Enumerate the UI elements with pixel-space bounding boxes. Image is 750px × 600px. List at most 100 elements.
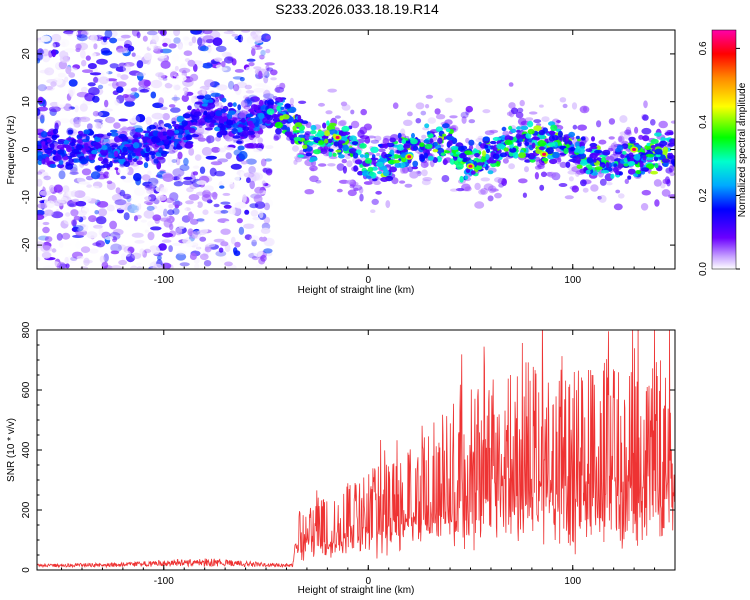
noise-blob <box>168 245 173 253</box>
noise-blob <box>215 45 227 53</box>
ridge-halo-blob <box>465 105 473 113</box>
ridge-blob <box>259 99 264 107</box>
noise-blob <box>129 265 138 269</box>
noise-blob <box>145 116 152 126</box>
noise-blob <box>223 204 232 209</box>
ridge-blob <box>176 143 181 150</box>
ridge-halo-blob <box>508 163 515 170</box>
ridge-blob <box>423 152 428 159</box>
noise-blob <box>127 45 135 52</box>
ridge-halo-blob <box>621 140 629 145</box>
ridge-blob <box>42 145 49 150</box>
ridge-blob <box>661 158 670 163</box>
noise-blob <box>188 147 195 156</box>
ridge-halo-blob <box>665 167 673 174</box>
ridge-blob <box>594 149 603 154</box>
ridge-blob <box>481 155 486 162</box>
noise-blob <box>167 209 175 216</box>
ridge-halo-blob <box>415 102 425 110</box>
ridge-blob <box>237 104 242 111</box>
noise-blob <box>86 184 93 188</box>
noise-blob <box>189 73 199 82</box>
noise-blob <box>244 234 252 241</box>
noise-blob <box>51 211 64 219</box>
ridge-blob <box>642 155 647 161</box>
ridge-halo-blob <box>564 195 574 200</box>
ridge-blob <box>377 144 383 147</box>
ridge-halo-blob <box>309 165 318 172</box>
noise-blob <box>136 60 144 69</box>
noise-blob <box>111 236 118 243</box>
ridge-peak-core <box>335 135 340 140</box>
ridge-blob <box>370 146 379 153</box>
noise-blob <box>93 43 98 50</box>
ridge-halo-blob <box>519 99 525 107</box>
ridge-blob <box>58 160 64 165</box>
ridge-halo-blob <box>374 135 382 142</box>
noise-blob <box>89 72 102 76</box>
noise-blob <box>262 167 273 174</box>
noise-blob <box>103 171 110 179</box>
noise-blob <box>70 171 79 175</box>
ridge-halo-blob <box>444 97 453 103</box>
noise-blob <box>50 81 57 87</box>
noise-blob <box>169 192 179 202</box>
snr-line <box>37 330 675 569</box>
noise-blob <box>97 84 104 90</box>
noise-blob <box>37 39 45 48</box>
ridge-blob <box>324 130 330 137</box>
noise-blob <box>212 37 223 46</box>
ridge-blob <box>49 163 57 168</box>
ridge-blob <box>537 140 546 147</box>
ridge-blob <box>348 148 358 154</box>
noise-blob <box>254 201 266 209</box>
ridge-blob <box>46 139 52 143</box>
noise-blob <box>51 49 57 58</box>
noise-blob <box>101 261 109 269</box>
ridge-halo-blob <box>489 188 499 192</box>
ridge-halo-blob <box>590 184 599 192</box>
noise-blob <box>54 120 61 127</box>
ridge-blob <box>384 153 393 158</box>
ridge-halo-blob <box>336 188 343 193</box>
noise-blob <box>48 106 61 113</box>
y-tick-label: -10 <box>21 190 32 205</box>
noise-blob <box>254 186 264 194</box>
ridge-blob <box>91 149 98 155</box>
ridge-blob <box>362 172 367 176</box>
noise-blob <box>214 170 226 177</box>
ridge-blob <box>328 148 334 152</box>
ridge-blob <box>517 143 522 147</box>
ridge-halo-blob <box>558 183 568 187</box>
colorbar-tick-label: 0.2 <box>698 188 709 202</box>
ridge-halo-blob <box>599 178 607 186</box>
ridge-halo-blob <box>634 126 639 134</box>
noise-blob <box>73 121 81 128</box>
ridge-halo-blob <box>274 86 285 93</box>
ridge-halo-blob <box>643 100 648 109</box>
noise-blob <box>125 253 136 263</box>
ridge-halo-blob <box>273 133 281 141</box>
ridge-blob <box>277 102 284 106</box>
ridge-halo-blob <box>576 170 585 175</box>
ridge-blob <box>591 136 595 142</box>
ridge-halo-blob <box>310 167 315 172</box>
noise-blob <box>147 220 154 228</box>
ridge-halo-blob <box>347 189 357 197</box>
ridge-blob <box>75 144 84 150</box>
ridge-blob <box>318 140 325 145</box>
noise-blob <box>59 241 64 248</box>
ridge-blob <box>424 143 433 150</box>
ridge-halo-blob <box>571 102 578 110</box>
noise-blob <box>163 208 168 217</box>
noise-blob <box>134 209 140 213</box>
noise-blob <box>223 145 229 149</box>
ridge-blob <box>423 139 430 144</box>
ridge-blob <box>381 151 387 159</box>
ridge-blob <box>148 151 156 156</box>
noise-blob <box>135 214 142 219</box>
ridge-halo-blob <box>318 163 327 167</box>
ridge-blob <box>492 153 500 160</box>
noise-blob <box>59 55 71 63</box>
